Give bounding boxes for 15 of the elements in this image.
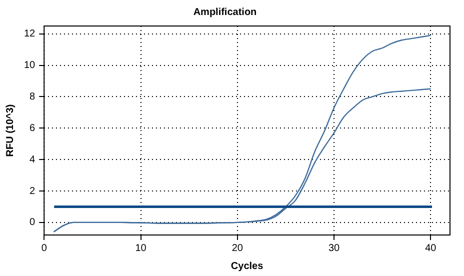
x-tick-label: 40 [425, 242, 437, 254]
chart-title: Amplification [193, 6, 257, 18]
y-tick-label: 8 [30, 91, 36, 102]
x-tick-label: 0 [41, 242, 48, 254]
x-tick-label: 20 [232, 242, 244, 254]
y-tick-label: 2 [30, 186, 36, 197]
x-axis-title: Cycles [230, 260, 264, 272]
y-tick-label: 6 [30, 122, 36, 134]
x-tick-label: 10 [135, 242, 147, 254]
x-tick-label: 30 [328, 242, 340, 254]
y-tick-label: 4 [30, 154, 36, 166]
y-tick-label: 10 [24, 60, 36, 72]
y-tick-label: 0 [30, 217, 36, 228]
y-tick-label: 12 [24, 28, 36, 40]
y-axis-title: RFU (10^3) [4, 104, 16, 157]
